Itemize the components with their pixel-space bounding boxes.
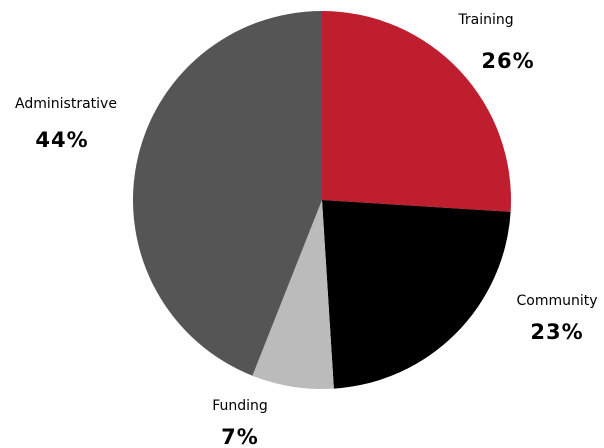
pie-slice: [132, 11, 322, 376]
pie-slice: [322, 200, 511, 389]
slice-label: Training: [457, 12, 513, 28]
slice-label: Administrative: [15, 96, 117, 112]
pie-slice: [252, 200, 334, 389]
pie-slice: [322, 11, 511, 212]
slice-label: Funding: [212, 398, 268, 414]
slice-value: 7%: [221, 425, 259, 448]
slice-value: 23%: [530, 320, 583, 344]
slice-value: 44%: [35, 128, 88, 152]
slice-label: Community: [516, 293, 597, 309]
slice-value: 26%: [481, 49, 534, 73]
